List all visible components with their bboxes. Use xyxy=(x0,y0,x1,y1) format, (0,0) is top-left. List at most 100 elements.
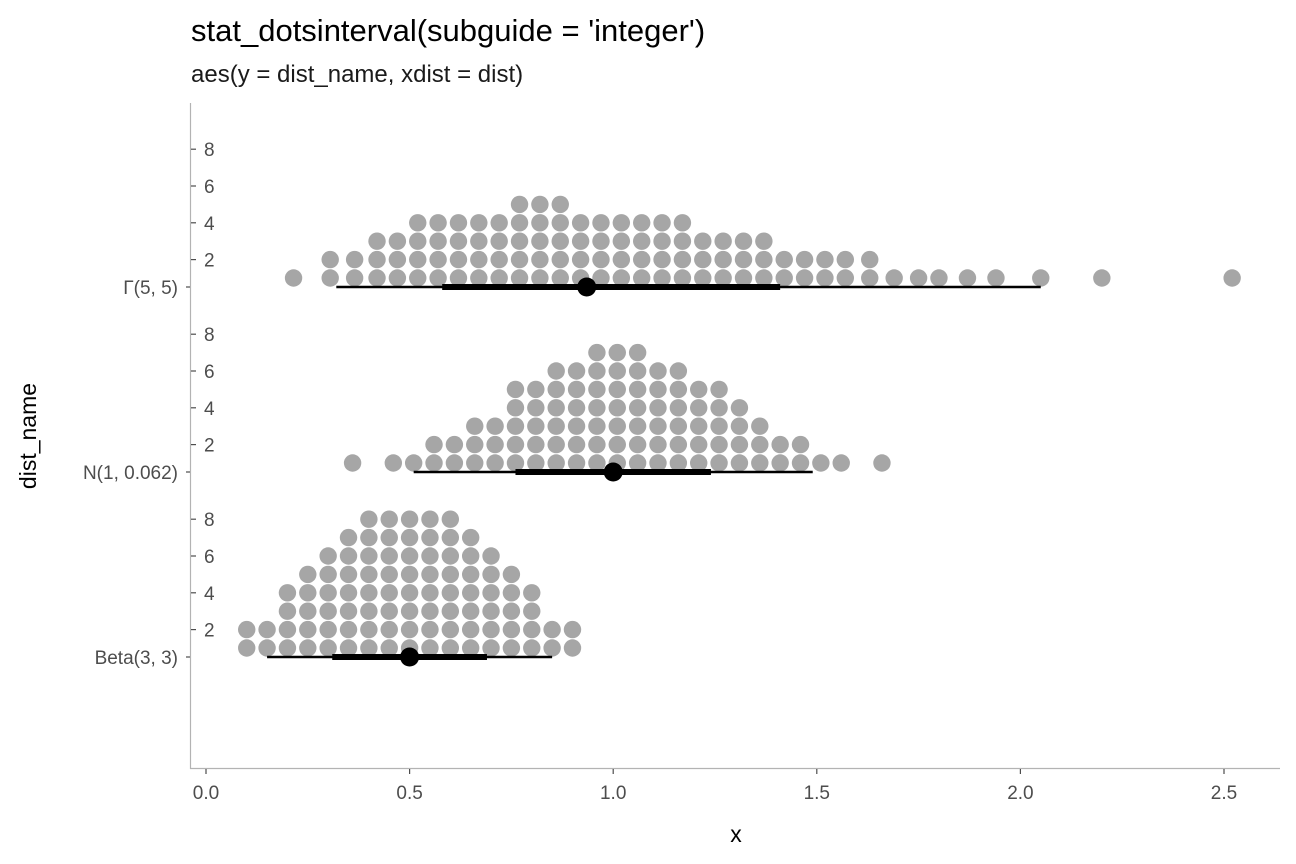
dot xyxy=(319,639,337,657)
dot xyxy=(461,639,480,657)
dot xyxy=(628,417,647,435)
series-0 xyxy=(238,510,582,667)
dot xyxy=(795,269,814,287)
dot xyxy=(470,250,488,269)
dot xyxy=(482,620,500,639)
dot xyxy=(360,565,378,584)
dot xyxy=(551,232,569,250)
dot xyxy=(649,454,667,472)
subguide-tick-label: 8 xyxy=(204,325,215,346)
dot xyxy=(734,269,753,287)
dot xyxy=(694,250,712,269)
dot xyxy=(649,380,667,399)
dot xyxy=(461,620,480,639)
dot xyxy=(628,399,647,417)
dot xyxy=(751,435,769,454)
dot xyxy=(690,399,708,417)
dot xyxy=(714,269,732,287)
subguide-tick-label: 2 xyxy=(204,436,215,457)
dot xyxy=(449,250,468,269)
dot xyxy=(400,547,419,565)
dot xyxy=(567,380,586,399)
dot xyxy=(278,602,297,620)
dot xyxy=(669,380,688,399)
dot xyxy=(612,250,631,269)
dot xyxy=(775,250,793,269)
dot xyxy=(466,435,484,454)
dot xyxy=(669,454,688,472)
x-tick-label: 1.0 xyxy=(600,783,626,804)
dot xyxy=(368,250,386,269)
dot xyxy=(486,417,504,435)
dot xyxy=(1093,269,1111,287)
dot xyxy=(909,269,928,287)
dot xyxy=(673,269,692,287)
dot xyxy=(588,380,606,399)
dot xyxy=(421,584,439,602)
dot xyxy=(449,269,468,287)
dot xyxy=(523,602,541,620)
dot xyxy=(360,602,378,620)
dot xyxy=(551,195,569,214)
dot xyxy=(445,454,464,472)
dot xyxy=(547,435,565,454)
dot xyxy=(490,214,508,232)
dot xyxy=(502,620,521,639)
dot xyxy=(461,528,480,547)
dot xyxy=(608,417,626,435)
dot xyxy=(791,435,810,454)
x-axis: 0.0 0.5 1.0 1.5 2.0 2.5 xyxy=(193,769,1237,804)
dot xyxy=(633,250,651,269)
dot xyxy=(812,454,830,472)
dot xyxy=(592,250,610,269)
dot xyxy=(531,250,549,269)
subguide-tick-label: 8 xyxy=(204,140,215,161)
x-tick-label: 2.0 xyxy=(1007,783,1033,804)
x-axis-title: x xyxy=(730,821,742,847)
y-tick-label: N(1, 0.062) xyxy=(83,463,178,484)
dot xyxy=(861,250,879,269)
subguide-tick-label: 2 xyxy=(204,251,215,272)
dot xyxy=(441,565,460,584)
subguide-tick-label: 6 xyxy=(204,362,215,383)
dot xyxy=(502,565,521,584)
dot xyxy=(690,435,708,454)
dot xyxy=(694,232,712,250)
dot xyxy=(588,399,606,417)
dot xyxy=(380,602,398,620)
dot xyxy=(502,639,521,657)
dot xyxy=(510,232,529,250)
dot xyxy=(771,435,789,454)
subguide-tick-label: 4 xyxy=(204,584,215,605)
dot xyxy=(669,417,688,435)
dot xyxy=(380,547,398,565)
dot xyxy=(547,362,565,380)
dot xyxy=(238,620,256,639)
dot xyxy=(299,620,317,639)
dot xyxy=(482,584,500,602)
y-axis: 2 4 6 8 Beta(3, 3) 2 4 6 8 N(1, 0.062) 2 4 6 8 Γ(5, 5) xyxy=(83,140,215,669)
dot xyxy=(339,602,358,620)
x-tick-label: 0.0 xyxy=(193,783,219,804)
dot xyxy=(388,269,407,287)
dot xyxy=(628,343,647,362)
subguide-tick-label: 4 xyxy=(204,214,215,235)
dot xyxy=(612,269,631,287)
dot xyxy=(531,232,549,250)
dot xyxy=(547,417,565,435)
dot xyxy=(551,250,569,269)
y-axis-title: dist_name xyxy=(15,383,41,489)
dot xyxy=(299,639,317,657)
dot xyxy=(653,269,671,287)
dot xyxy=(669,362,688,380)
dot xyxy=(490,250,508,269)
dot xyxy=(400,584,419,602)
dot xyxy=(339,528,358,547)
dot xyxy=(523,639,541,657)
dot xyxy=(319,565,337,584)
dot xyxy=(421,602,439,620)
dot xyxy=(470,232,488,250)
dot xyxy=(319,547,337,565)
dot xyxy=(588,417,606,435)
dot xyxy=(502,584,521,602)
